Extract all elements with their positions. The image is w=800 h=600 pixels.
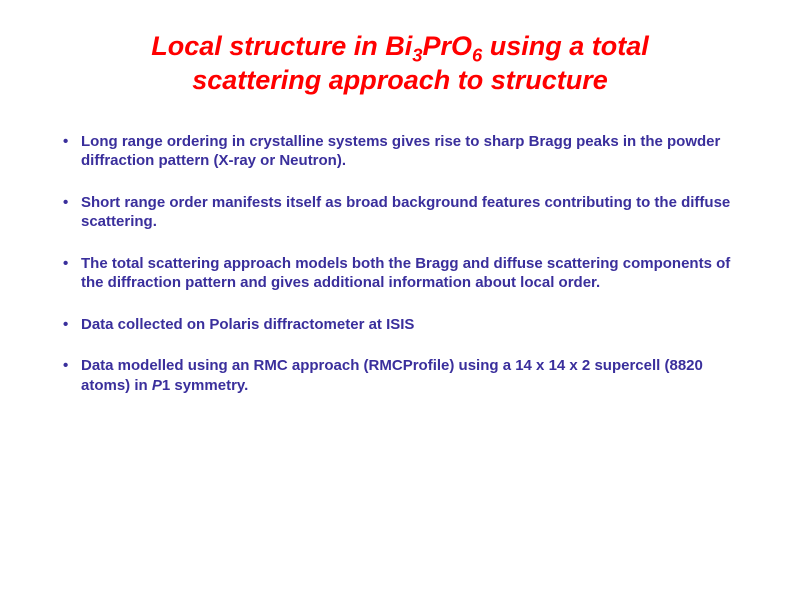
list-item: Data modelled using an RMC approach (RMC… [63, 356, 737, 395]
slide: Local structure in Bi3PrO6 using a total… [0, 0, 800, 600]
list-item: Long range ordering in crystalline syste… [63, 132, 737, 171]
list-item: The total scattering approach models bot… [63, 254, 737, 293]
bullet-list: Long range ordering in crystalline syste… [63, 132, 737, 396]
list-item: Short range order manifests itself as br… [63, 193, 737, 232]
list-item: Data collected on Polaris diffractometer… [63, 315, 737, 335]
page-title: Local structure in Bi3PrO6 using a total… [55, 30, 745, 98]
